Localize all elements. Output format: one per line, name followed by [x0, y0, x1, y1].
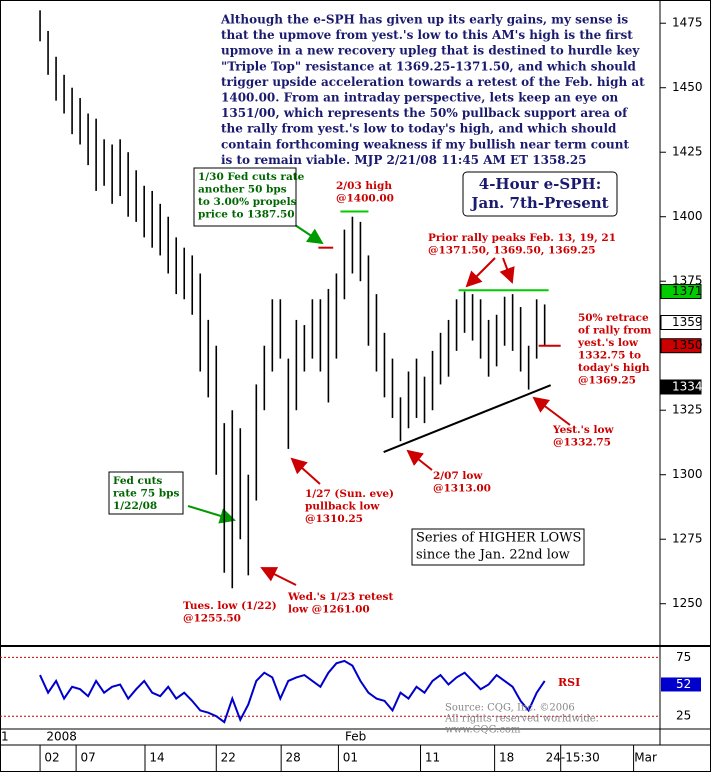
annotation: Prior rally peaks Feb. 13, 19, 21 — [428, 232, 616, 244]
annotation: Series of HIGHER LOWS — [416, 531, 581, 546]
commentary-line: 1351/00, which represents the 50% pullba… — [221, 106, 628, 120]
y-tick-label: 1250 — [672, 596, 703, 610]
annotation: to 3.00% propels — [198, 196, 297, 208]
copyright: Source: CQG, Inc. ©2006 — [445, 703, 575, 714]
commentary-line: trigger upside acceleration towards a re… — [221, 75, 645, 89]
annotation: 2/07 low — [433, 470, 483, 482]
title: 4-Hour e-SPH: — [479, 175, 601, 193]
y-tick-label: 1400 — [672, 209, 703, 223]
month-label: Feb — [345, 730, 366, 744]
x-tick-label: 22 — [221, 751, 236, 765]
annotation-box — [193, 167, 297, 227]
annotation: since the Jan. 22nd low — [416, 548, 570, 563]
arrow — [187, 505, 236, 524]
price-flag-label: 1334 — [672, 380, 703, 394]
month-label: 1 — [1, 730, 9, 744]
rsi-flag — [661, 677, 701, 692]
title: Jan. 7th-Present — [469, 194, 608, 212]
annotation: @1310.25 — [305, 513, 363, 525]
y-tick-label: 1450 — [672, 80, 703, 94]
annotation: pullback low — [305, 501, 380, 513]
y-tick-label: 25 — [676, 709, 691, 723]
y-tick-label: 1300 — [672, 467, 703, 481]
x-tick-label: Mar — [634, 751, 657, 765]
arrow — [260, 567, 297, 586]
annotation: @1369.25 — [578, 375, 636, 387]
annotation: @1400.00 — [336, 193, 394, 205]
annotation: 1/30 Fed cuts rate — [198, 171, 305, 183]
annotation: Fed cuts — [113, 475, 162, 487]
y-tick-label: 1325 — [672, 403, 703, 417]
y-tick-label: 1425 — [672, 145, 703, 159]
x-tick-label: 28 — [286, 751, 301, 765]
y-tick-label: 75 — [676, 650, 691, 664]
rsi-label: RSI — [558, 676, 580, 689]
copyright: All rights reserved worldwide. — [444, 714, 599, 725]
annotation-box — [411, 528, 585, 566]
annotation: today's high — [578, 362, 650, 374]
annotation: yest.'s low — [577, 337, 639, 349]
price-flag — [660, 284, 702, 300]
price-flag — [660, 315, 702, 330]
annotation: low @1261.00 — [288, 604, 370, 616]
commentary-line: the rally from yest.'s low to today's hi… — [221, 122, 617, 136]
arrow — [499, 257, 515, 284]
commentary-line: that the upmove from yest.'s low to this… — [221, 28, 633, 42]
annotation: 2/03 high — [336, 180, 392, 192]
arrow — [465, 257, 496, 288]
commentary-line: upmove in a new recovery upleg that is d… — [221, 44, 640, 58]
annotation: @1332.75 — [553, 437, 611, 449]
x-tick-label: 18 — [499, 751, 514, 765]
price-flag — [660, 379, 702, 395]
annotation: 1/22/08 — [113, 500, 157, 512]
arrow — [406, 449, 433, 471]
annotation: rate 75 bps — [113, 488, 179, 500]
copyright: www.CQG.com — [445, 725, 521, 736]
commentary-line: 1400.00. From an intraday perspective, l… — [221, 91, 618, 105]
x-tick-label: 11 — [425, 751, 440, 765]
price-flag-label: 1371 — [672, 284, 703, 298]
x-tick-label: 01 — [343, 751, 358, 765]
arrows — [187, 222, 571, 586]
y-tick-label: 1275 — [672, 532, 703, 546]
month-label: 2008 — [46, 730, 77, 744]
commentary-line: is to remain viable. MJP 2/21/08 11:45 A… — [221, 153, 587, 167]
arrow — [291, 222, 324, 245]
commentary-line: "Triple Top" resistance at 1369.25-1371.… — [221, 59, 637, 73]
price-flag — [660, 338, 702, 354]
price-flag-label: 1359 — [672, 315, 703, 329]
annotation: 1332.75 to — [578, 350, 641, 362]
annotation: @1371.50, 1369.50, 1369.25 — [428, 245, 596, 257]
annotation: Yest.'s low — [552, 424, 614, 436]
y-tick-label: 1475 — [672, 16, 703, 30]
overlay-line — [383, 384, 552, 453]
annotation: another 50 bps — [198, 184, 287, 196]
x-tick-label: 02 — [44, 751, 59, 765]
rsi-flag-label: 52 — [676, 677, 691, 691]
arrow — [290, 457, 321, 485]
annotation: Tues. low (1/22) — [183, 600, 277, 612]
annotation: Wed.'s 1/23 retest — [287, 591, 393, 603]
annotation-box — [108, 471, 184, 515]
commentary-line: contain forthcoming weakness if my bulli… — [221, 137, 629, 151]
x-tick-label: 24-15:30 — [546, 751, 600, 765]
title-box — [462, 171, 618, 217]
x-tick-label: 14 — [149, 751, 164, 765]
annotation: 50% retrace — [578, 312, 649, 324]
rsi-line — [39, 659, 546, 724]
price-flag-label: 1350 — [672, 338, 703, 352]
x-tick-label: 07 — [80, 751, 95, 765]
annotation: @1313.00 — [433, 483, 491, 495]
annotation: of rally from — [578, 325, 651, 337]
annotation: price to 1387.50 — [198, 209, 295, 221]
commentary-line: Although the e-SPH has given up its earl… — [220, 13, 628, 27]
annotation: 1/27 (Sun. eve) — [305, 488, 394, 500]
arrow — [532, 396, 571, 426]
annotation: @1255.50 — [183, 613, 241, 625]
